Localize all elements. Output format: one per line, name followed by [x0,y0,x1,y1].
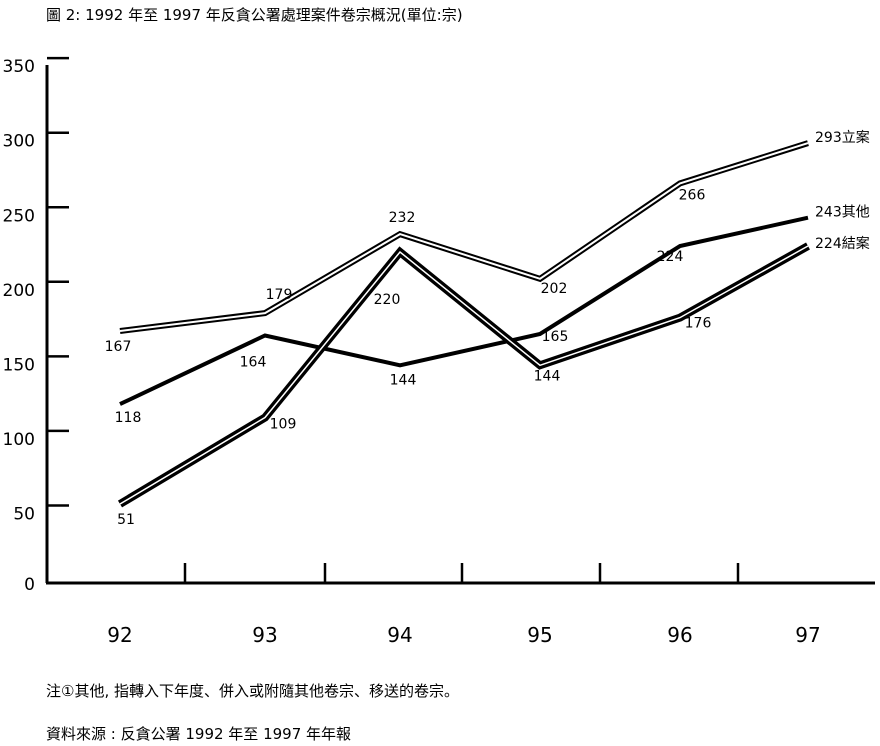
data-label: 167 [105,339,132,355]
data-label: 266 [679,187,706,203]
series-end-label: 224結案 [815,235,870,252]
data-label: 224 [657,249,684,265]
series-end-value: 243 [815,205,842,221]
data-label: 144 [390,372,417,388]
data-label: 164 [240,354,267,370]
data-label: 118 [115,410,142,426]
series-end-label: 293立案 [815,129,870,146]
series-name: 立案 [842,129,870,146]
data-label: 144 [534,368,561,384]
y-tick-label: 200 [3,281,35,301]
data-label: 202 [541,281,568,297]
x-tick-label: 94 [387,623,412,647]
y-tick-label: 250 [3,206,35,226]
y-tick-label: 0 [24,575,35,595]
series-name: 結案 [842,235,870,252]
y-tick-label: 150 [3,355,35,375]
y-tick-label: 350 [3,57,35,77]
y-tick-label: 100 [3,430,35,450]
series-line [119,215,809,406]
x-tick-label: 96 [667,623,692,647]
data-label: 109 [270,416,297,432]
x-tick-label: 92 [107,623,132,647]
y-tick-label: 300 [3,132,35,152]
footnote: 注①其他, 指轉入下年度、併入或附隨其他卷宗、移送的卷宗。 [46,682,459,700]
series-line-inner [119,142,809,332]
x-tick-label: 95 [527,623,552,647]
series-line-inner [119,245,809,505]
series-end-value: 224 [815,236,842,252]
x-tick-label: 97 [795,623,820,647]
data-label: 165 [542,329,569,345]
data-label: 220 [374,292,401,308]
y-tick-label: 50 [13,504,35,524]
chart-title: 圖 2: 1992 年至 1997 年反貪公署處理案件卷宗概況(單位:宗) [46,6,463,24]
data-label: 179 [266,287,293,303]
source-note: 資料來源 : 反貪公署 1992 年至 1997 年年報 [46,725,352,743]
series-name: 其他 [842,205,870,221]
data-label: 232 [389,210,416,226]
series-line [117,242,810,508]
data-label: 51 [117,512,135,528]
x-tick-label: 93 [252,623,277,647]
series-end-value: 293 [815,130,842,146]
series-end-label: 243其他 [815,205,870,221]
data-label: 176 [685,316,712,332]
